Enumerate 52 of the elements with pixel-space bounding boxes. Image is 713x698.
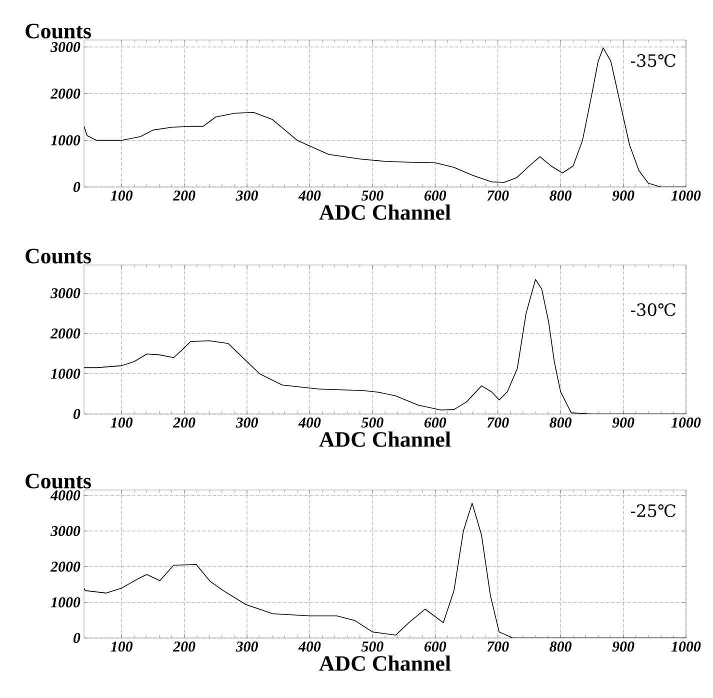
y-tick-label: 0: [74, 408, 80, 420]
y-tick-label: 2000: [50, 562, 80, 572]
y-tick-label: 0: [74, 182, 80, 192]
x-tick-label: 300: [236, 418, 258, 428]
y-axis-title: Counts: [26, 24, 91, 38]
x-axis-title: ADC Channel: [319, 431, 451, 447]
y-tick-label: 1000: [50, 135, 80, 146]
x-tick-label: 100: [110, 190, 133, 201]
x-axis-title: ADC Channel: [319, 204, 451, 220]
x-tick-label: 500: [361, 190, 384, 201]
x-tick-label: 900: [612, 642, 634, 652]
x-tick-label: 300: [236, 190, 258, 201]
x-tick-label: 100: [110, 642, 133, 652]
x-tick-label: 400: [298, 418, 321, 428]
y-tick-label: 3000: [50, 288, 80, 298]
x-axis-title: ADC Channel: [319, 655, 451, 671]
y-tick-label: 1000: [50, 368, 80, 379]
x-tick-label: 800: [550, 418, 572, 428]
x-tick-label: 800: [550, 642, 572, 652]
x-tick-label: 400: [298, 190, 321, 201]
x-tick-label: 700: [487, 642, 509, 652]
x-tick-label: 200: [172, 418, 196, 428]
x-tick-label: 600: [424, 418, 446, 428]
x-tick-label: 600: [424, 190, 446, 201]
y-tick-label: 4000: [50, 490, 80, 500]
x-tick-label: 300: [236, 642, 258, 652]
y-tick-label: 3000: [50, 526, 80, 536]
y-tick-label: 2000: [50, 328, 80, 338]
x-tick-label: 900: [612, 418, 634, 428]
x-tick-label: 600: [424, 642, 446, 652]
x-tick-label: 500: [361, 418, 384, 428]
x-tick-label: 400: [298, 642, 321, 652]
x-tick-label: 200: [172, 190, 196, 201]
x-tick-label: 200: [172, 642, 196, 652]
legend-label: -30℃: [630, 303, 676, 316]
y-tick-label: 3000: [50, 42, 80, 52]
legend-label: -35℃: [630, 54, 676, 67]
legend-label: -25℃: [630, 504, 676, 518]
x-tick-label: 1000: [671, 190, 701, 201]
x-tick-label: 1000: [671, 418, 701, 428]
y-axis-title: Counts: [26, 248, 91, 264]
x-tick-label: 900: [612, 190, 634, 201]
x-tick-label: 100: [110, 418, 133, 428]
y-tick-label: 1000: [50, 597, 80, 608]
x-tick-label: 1000: [671, 642, 701, 652]
y-tick-label: 2000: [50, 88, 80, 99]
x-tick-label: 800: [550, 190, 572, 201]
x-tick-label: 700: [487, 418, 509, 428]
y-axis-title: Counts: [26, 474, 91, 488]
x-tick-label: 700: [487, 190, 509, 201]
y-tick-label: 0: [74, 632, 80, 644]
x-tick-label: 500: [361, 642, 384, 652]
